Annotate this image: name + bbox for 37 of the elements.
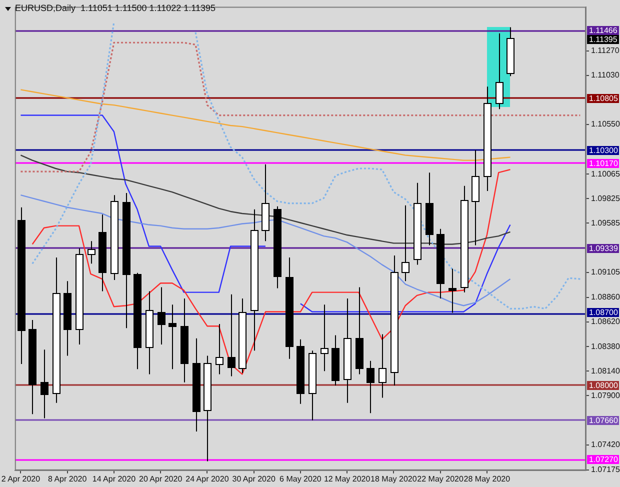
y-tick-label: 1.10550 xyxy=(591,120,620,129)
y-tick-label: 1.07900 xyxy=(591,390,620,400)
ref-line-label: 1.10170 xyxy=(589,159,618,168)
x-tick-label: 8 Apr 2020 xyxy=(48,474,88,484)
ref-line-label: 1.08000 xyxy=(589,381,618,390)
y-tick-label: 1.07175 xyxy=(591,465,620,474)
y-tick-label: 1.08860 xyxy=(591,292,620,302)
x-tick-label: 30 Apr 2020 xyxy=(232,474,276,484)
x-tick-label: 18 May 2020 xyxy=(370,474,418,484)
text: 1.11395 xyxy=(589,35,618,44)
y-tick-label: 1.09825 xyxy=(591,194,620,203)
x-tick-label: 20 Apr 2020 xyxy=(139,474,183,484)
x-tick-label: 14 Apr 2020 xyxy=(92,474,136,484)
ref-line-label: 1.07270 xyxy=(589,455,618,464)
y-tick-label: 1.09585 xyxy=(591,218,620,228)
y-tick-label: 1.11030 xyxy=(591,70,620,80)
ref-line-label: 1.10300 xyxy=(589,146,618,156)
ref-line-label: 1.07660 xyxy=(589,416,618,426)
x-tick-label: 12 May 2020 xyxy=(324,474,371,484)
chart-title: EURUSD,Daily 1.11051 1.11500 1.11022 1.11395 xyxy=(15,3,216,14)
y-tick-label: 1.08380 xyxy=(591,342,620,351)
x-tick-label: 22 May 2020 xyxy=(417,474,464,484)
y-tick-label: 1.08620 xyxy=(591,317,620,326)
ref-line-label: 1.08700 xyxy=(589,308,618,318)
y-tick-label: 1.11270 xyxy=(591,46,620,56)
ref-line-label: 1.09339 xyxy=(589,244,618,254)
x-tick-label: 28 May 2020 xyxy=(464,474,511,484)
line-series xyxy=(20,42,581,172)
x-tick-label: 6 May 2020 xyxy=(280,474,322,484)
x-tick-label: 2 Apr 2020 xyxy=(1,474,41,484)
y-tick-label: 1.09105 xyxy=(591,268,620,277)
y-tick-label: 1.10065 xyxy=(591,169,620,178)
x-tick-label: 24 Apr 2020 xyxy=(186,474,230,484)
ref-line-label: 1.10805 xyxy=(589,94,618,104)
y-tick-label: 1.08140 xyxy=(591,366,620,376)
ref-line-label: 1.11466 xyxy=(589,26,618,36)
y-tick-label: 1.07420 xyxy=(591,440,620,450)
